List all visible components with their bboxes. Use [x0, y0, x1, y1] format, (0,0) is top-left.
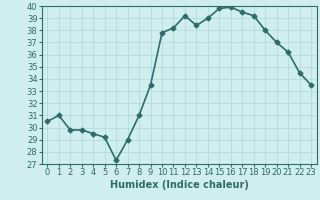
- X-axis label: Humidex (Indice chaleur): Humidex (Indice chaleur): [110, 180, 249, 190]
